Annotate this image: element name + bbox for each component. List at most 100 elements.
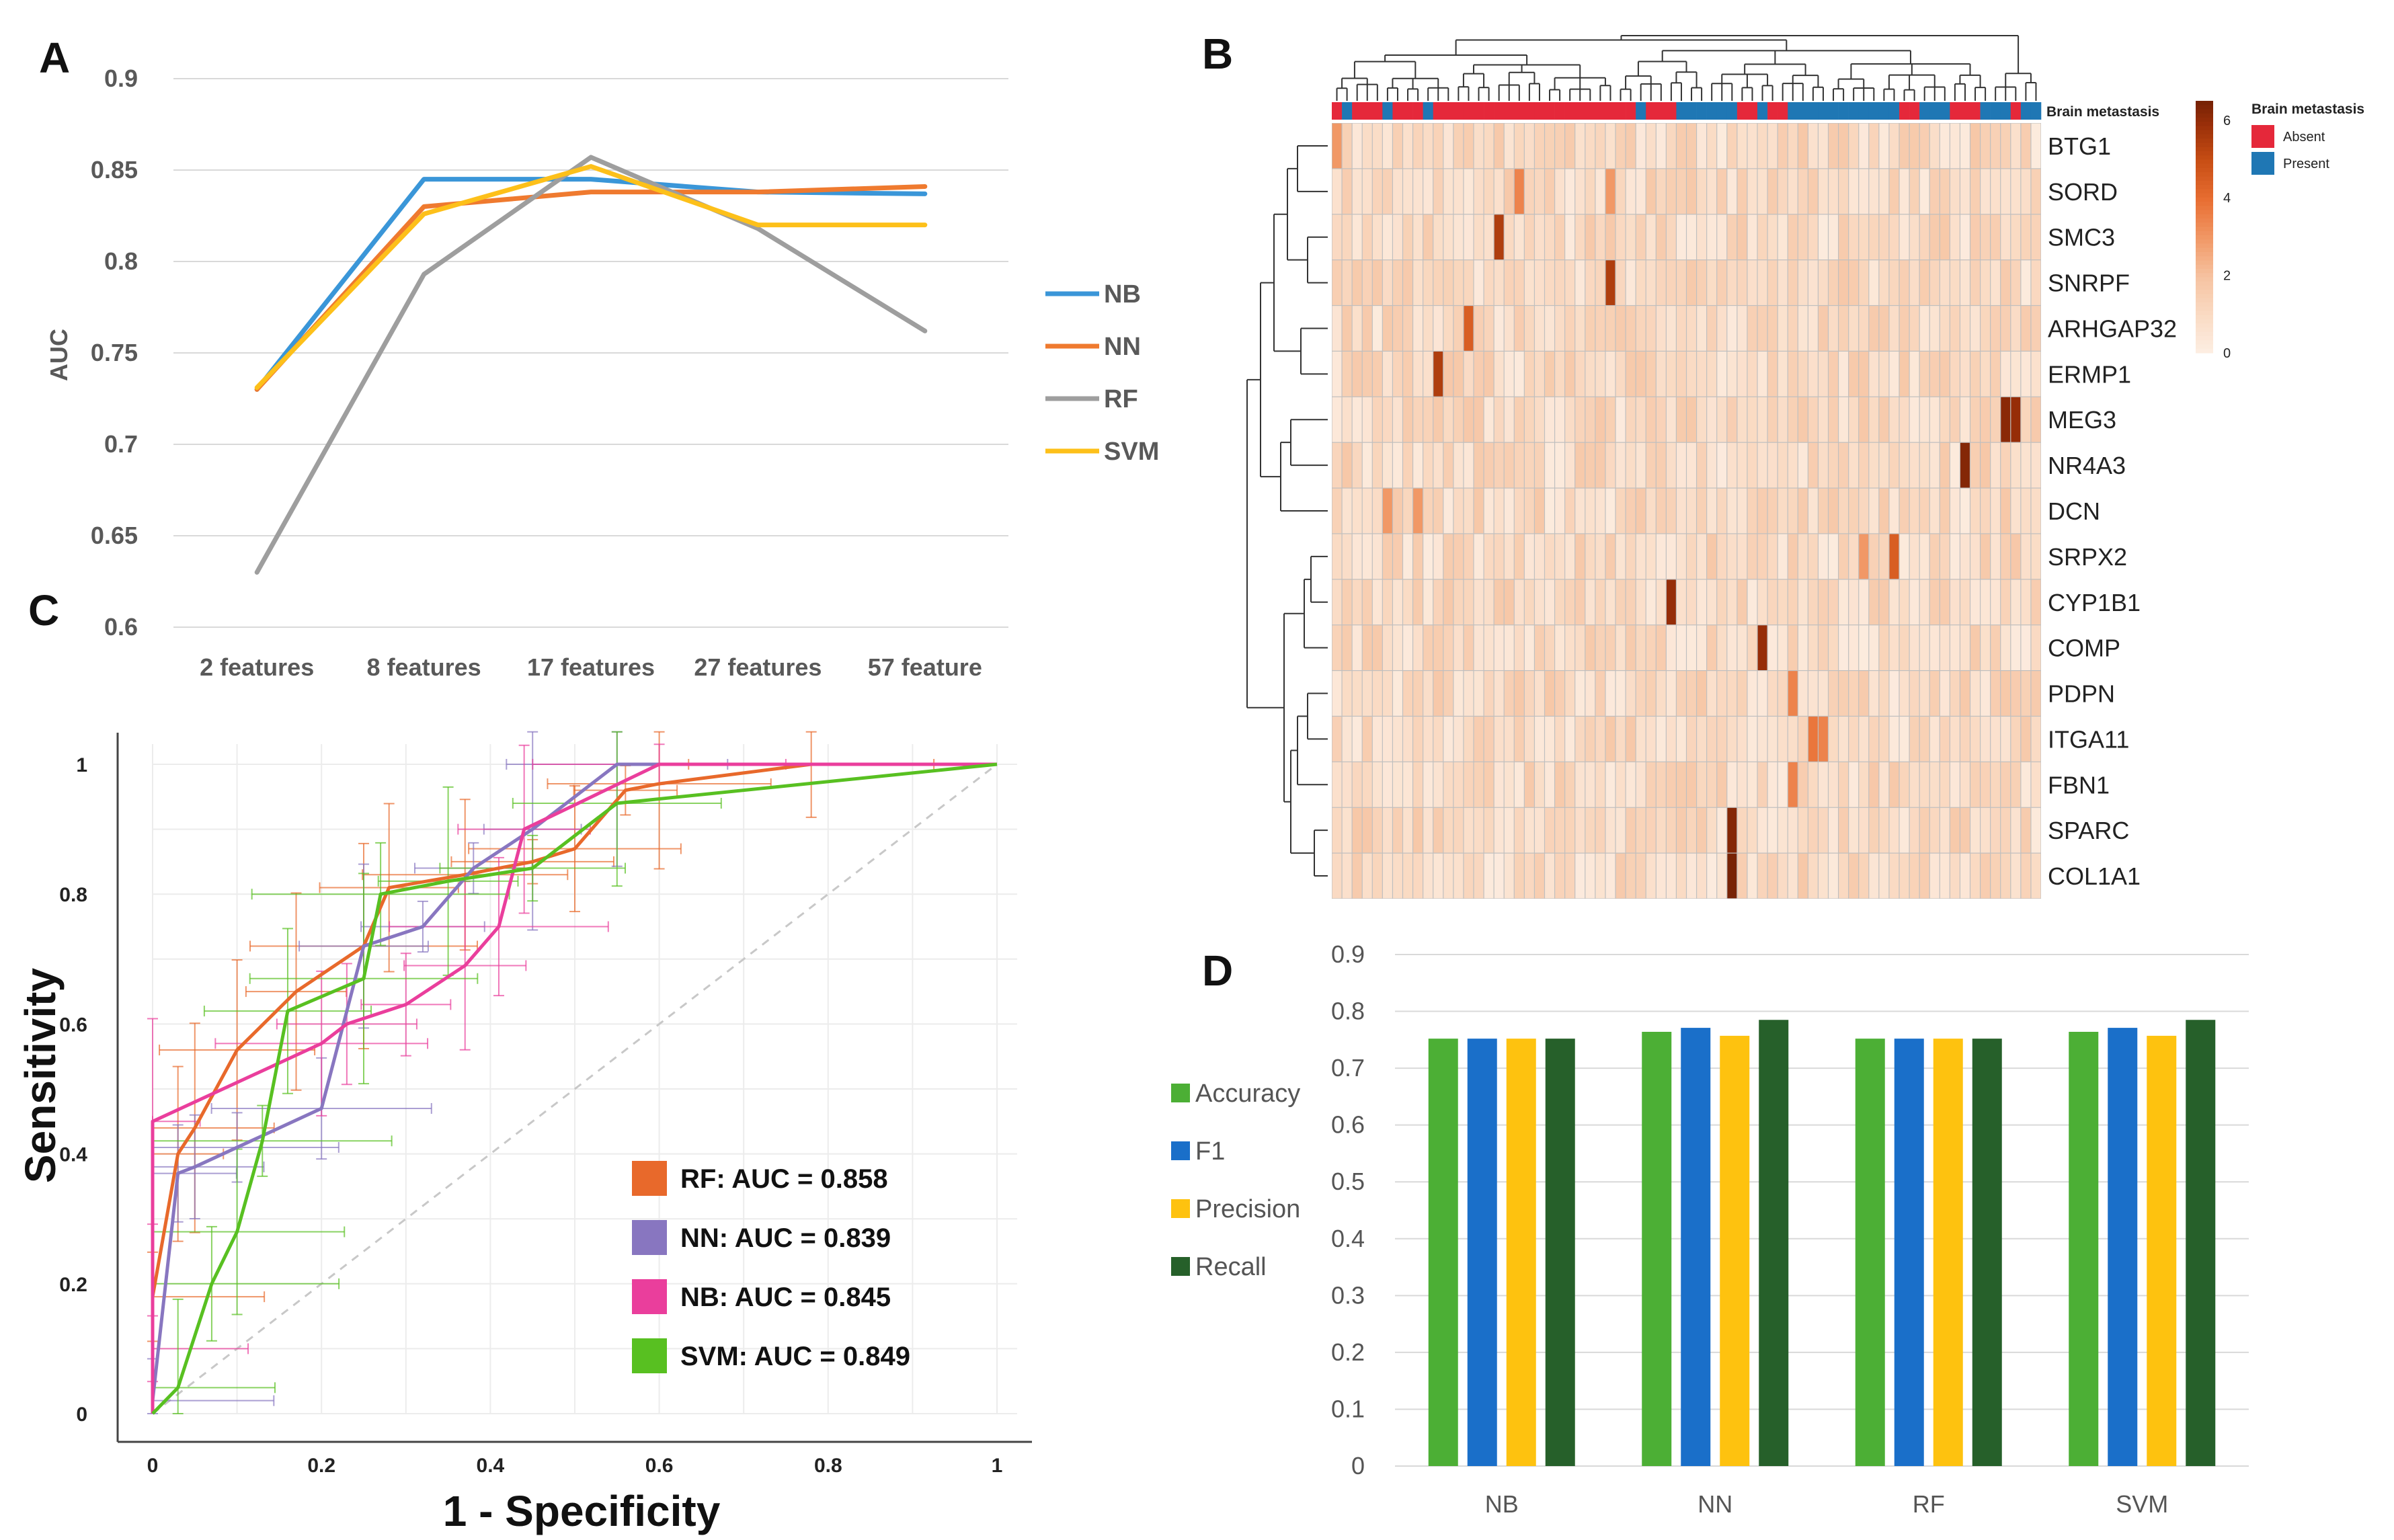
heatmap-cell: [1372, 807, 1382, 853]
heatmap-cell: [1646, 807, 1656, 853]
annotation-cell: [2030, 102, 2042, 120]
panel-a-x-tick: 17 features: [527, 653, 655, 681]
panel-a-gridlines: [173, 78, 1008, 628]
annotation-cell: [1362, 102, 1373, 120]
heatmap-cell: [1382, 853, 1392, 899]
heatmap-cell: [1879, 260, 1889, 305]
heatmap-cell: [1382, 306, 1392, 351]
error-bar-svm: [152, 1225, 340, 1342]
heatmap-cell: [1535, 625, 1544, 670]
annotation-cell: [1484, 102, 1494, 120]
heatmap-cell: [1849, 260, 1859, 305]
colorbar-step: [2196, 214, 2213, 219]
heatmap-cell: [1656, 214, 1666, 260]
heatmap-cell: [1565, 123, 1575, 169]
heatmap-cell: [1879, 853, 1889, 899]
heatmap-cell: [1464, 169, 1474, 214]
heatmap-cell: [1615, 762, 1626, 807]
annotation-cell: [1423, 102, 1434, 120]
heatmap-cell: [1464, 671, 1474, 716]
heatmap-cell: [1413, 853, 1423, 899]
colorbar-step: [2196, 134, 2213, 139]
heatmap-cell: [1656, 762, 1666, 807]
heatmap-cell: [1646, 762, 1656, 807]
heatmap-cell: [1372, 214, 1382, 260]
heatmap-cell: [1788, 123, 1798, 169]
heatmap-cell: [1433, 442, 1443, 488]
annotation-cell: [1412, 102, 1423, 120]
heatmap-cell: [1879, 579, 1889, 625]
heatmap-cell: [1595, 397, 1605, 442]
heatmap-cell: [1909, 397, 1919, 442]
heatmap-cell: [1443, 488, 1453, 534]
heatmap-cell: [2011, 169, 2021, 214]
heatmap-cell: [1514, 762, 1524, 807]
heatmap-cell: [1717, 169, 1727, 214]
heatmap-cell: [1585, 260, 1595, 305]
heatmap-cell: [1666, 534, 1676, 579]
heatmap-cell: [1504, 260, 1514, 305]
heatmap-cell: [1981, 534, 1991, 579]
heatmap-cell: [1849, 717, 1859, 762]
heatmap-cell: [1362, 534, 1372, 579]
heatmap-cell: [1453, 807, 1464, 853]
heatmap-cell: [1747, 260, 1757, 305]
heatmap-cell: [1474, 807, 1484, 853]
heatmap-cell: [1403, 579, 1412, 625]
heatmap-cell: [2001, 397, 2011, 442]
heatmap-cell: [1970, 762, 1980, 807]
heatmap-cell: [1585, 671, 1595, 716]
annotation-cell: [1615, 102, 1626, 120]
heatmap-cell: [1707, 306, 1717, 351]
heatmap-cell: [1342, 488, 1352, 534]
heatmap-cell: [1403, 853, 1412, 899]
heatmap-cell: [1545, 260, 1554, 305]
heatmap-cell: [1464, 123, 1474, 169]
heatmap-cell: [1707, 853, 1717, 899]
panel-d-y-tick: 0: [1351, 1452, 1365, 1480]
heatmap-cell: [1474, 717, 1484, 762]
panel-a-y-tick: 0.75: [91, 339, 138, 366]
heatmap-cell: [1829, 123, 1838, 169]
heatmap-cell: [1717, 762, 1727, 807]
heatmap-cell: [1382, 762, 1392, 807]
colorbar-step: [2196, 163, 2213, 169]
heatmap-cell: [1595, 123, 1605, 169]
colorbar-step: [2196, 218, 2213, 223]
heatmap-cell: [2011, 442, 2021, 488]
heatmap-cell: [1393, 397, 1402, 442]
colorbar-step: [2196, 126, 2213, 131]
heatmap-cell: [2011, 214, 2021, 260]
bar-recall-nn: [1759, 1020, 1789, 1466]
colorbar-step: [2196, 105, 2213, 110]
heatmap-cell: [2001, 488, 2011, 534]
heatmap-cell: [1717, 352, 1727, 397]
heatmap-cell: [1940, 762, 1950, 807]
heatmap-cell: [1737, 260, 1747, 305]
heatmap-cell: [1585, 214, 1595, 260]
dendrogram-branch: [1290, 419, 1328, 467]
heatmap-cell: [1494, 352, 1504, 397]
annotation-cell: [1737, 102, 1748, 120]
heatmap-cell: [1869, 762, 1879, 807]
heatmap-cell: [1697, 123, 1707, 169]
heatmap-cell: [1636, 853, 1646, 899]
heatmap-cell: [1372, 306, 1382, 351]
heatmap-cell: [1413, 306, 1423, 351]
heatmap-cell: [1909, 260, 1919, 305]
heatmap-cell: [1666, 442, 1676, 488]
heatmap-cell: [1829, 306, 1838, 351]
heatmap-cell: [1524, 397, 1534, 442]
heatmap-cell: [1737, 397, 1747, 442]
heatmap-cell: [1677, 671, 1686, 716]
heatmap-cell: [1352, 306, 1362, 351]
panel-label-d: D: [1202, 946, 1233, 995]
annotation-cell: [1878, 102, 1890, 120]
heatmap-cell: [1717, 123, 1727, 169]
heatmap-cell: [1646, 853, 1656, 899]
annotation-cell: [1392, 102, 1403, 120]
panel-b-gene-labels: BTG1 SORD SMC3 SNRPF ARHGAP32 ERMP1 MEG3 NR4A3 D…: [2048, 132, 2177, 890]
heatmap-cell: [1474, 762, 1484, 807]
heatmap-cell: [1697, 534, 1707, 579]
